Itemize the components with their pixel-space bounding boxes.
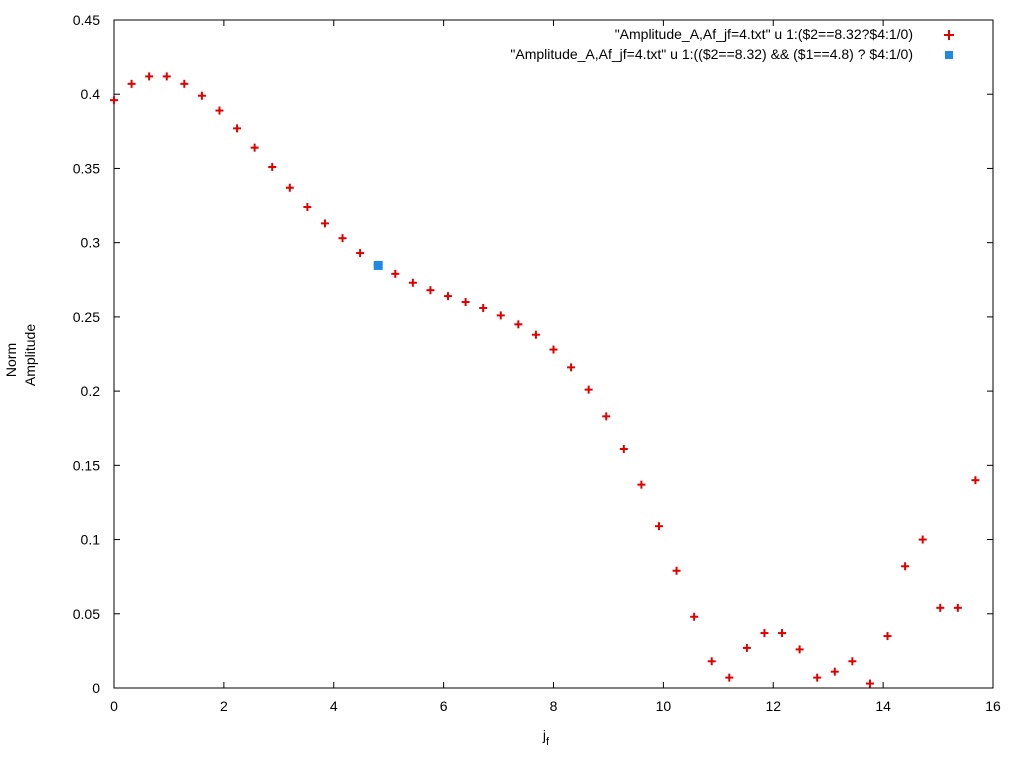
data-point-plus <box>426 286 435 295</box>
data-point-plus <box>338 234 347 243</box>
y-axis-label-line1: Norm <box>3 343 19 377</box>
data-point-plus <box>250 143 259 152</box>
data-point-plus <box>690 612 699 621</box>
data-point-plus <box>180 79 189 88</box>
data-point-plus <box>444 292 453 301</box>
x-tick-label: 2 <box>220 698 228 714</box>
data-point-plus <box>514 320 523 329</box>
data-point-plus <box>971 476 980 485</box>
plot-area <box>113 19 994 689</box>
data-point-plus <box>936 603 945 612</box>
y-tick-label: 0.35 <box>73 160 100 176</box>
x-tick-label: 12 <box>765 698 781 714</box>
data-point-plus <box>479 303 488 312</box>
data-point-plus <box>549 345 558 354</box>
x-tick-label: 6 <box>440 698 448 714</box>
data-point-plus <box>619 445 628 454</box>
data-point-plus <box>233 124 242 133</box>
data-point-plus <box>953 603 962 612</box>
data-point-plus <box>865 679 874 688</box>
data-point-plus <box>197 91 206 100</box>
y-axis: 0 0.05 0.1 0.15 0.2 0.25 0.3 0.35 0.4 0.45 <box>73 12 993 696</box>
data-point-plus <box>742 643 751 652</box>
data-point-plus <box>637 480 646 489</box>
data-point-plus <box>918 535 927 544</box>
data-point-plus <box>356 249 365 258</box>
data-series <box>110 72 980 688</box>
data-point-plus <box>531 330 540 339</box>
data-point-plus <box>320 219 329 228</box>
data-point-plus <box>110 96 118 105</box>
data-point-plus <box>830 667 839 676</box>
x-axis: 0 2 4 6 8 10 12 14 16 <box>110 20 1001 714</box>
data-point-plus <box>268 162 277 171</box>
y-tick-label: 0 <box>92 680 100 696</box>
legend-marker-plus <box>944 30 954 40</box>
y-tick-label: 0.45 <box>73 12 100 28</box>
legend-marker-square <box>945 51 953 59</box>
data-point-plus <box>848 657 857 666</box>
x-tick-label: 16 <box>985 698 1001 714</box>
data-point-plus <box>496 311 505 320</box>
data-point-plus <box>901 562 910 571</box>
data-point-plus <box>672 566 681 575</box>
legend-label-series-2: "Amplitude_A,Af_jf=4.txt" u 1:(($2==8.32… <box>510 46 913 62</box>
data-point-plus <box>408 278 417 287</box>
data-point-plus <box>760 629 769 638</box>
x-tick-label: 14 <box>875 698 891 714</box>
data-point-plus <box>391 269 400 278</box>
y-axis-label-line2: Amplitude <box>22 324 38 386</box>
data-point-plus <box>883 632 892 641</box>
y-tick-label: 0.2 <box>81 383 101 399</box>
x-tick-label: 0 <box>110 698 118 714</box>
data-point-plus <box>303 203 312 212</box>
x-axis-label: jf <box>542 727 550 748</box>
data-point-square <box>373 260 383 270</box>
data-point-plus <box>602 412 611 421</box>
legend: "Amplitude_A,Af_jf=4.txt" u 1:($2==8.32?… <box>510 26 954 62</box>
data-point-plus <box>707 657 716 666</box>
data-point-plus <box>145 72 154 81</box>
y-tick-label: 0.05 <box>73 606 100 622</box>
data-point-plus <box>215 106 224 115</box>
y-tick-label: 0.25 <box>73 309 100 325</box>
y-tick-label: 0.1 <box>81 532 101 548</box>
x-axis-label-subscript: f <box>546 736 550 748</box>
x-axis-label-main: j <box>542 727 546 743</box>
data-point-plus <box>725 673 734 682</box>
legend-label-series-1: "Amplitude_A,Af_jf=4.txt" u 1:($2==8.32?… <box>615 26 913 42</box>
plot-frame <box>113 19 994 689</box>
data-point-plus <box>461 298 470 307</box>
data-point-plus <box>584 385 593 394</box>
x-tick-label: 4 <box>330 698 338 714</box>
data-point-plus <box>813 673 822 682</box>
x-tick-label: 8 <box>550 698 558 714</box>
y-tick-label: 0.4 <box>81 86 101 102</box>
data-point-plus <box>162 72 171 81</box>
x-tick-label: 10 <box>656 698 672 714</box>
data-point-plus <box>778 629 787 638</box>
data-point-plus <box>285 183 294 192</box>
data-point-plus <box>127 79 136 88</box>
data-point-plus <box>654 522 663 531</box>
data-point-plus <box>567 363 576 372</box>
y-tick-label: 0.3 <box>81 235 101 251</box>
data-point-plus <box>795 645 804 654</box>
y-tick-label: 0.15 <box>73 457 100 473</box>
